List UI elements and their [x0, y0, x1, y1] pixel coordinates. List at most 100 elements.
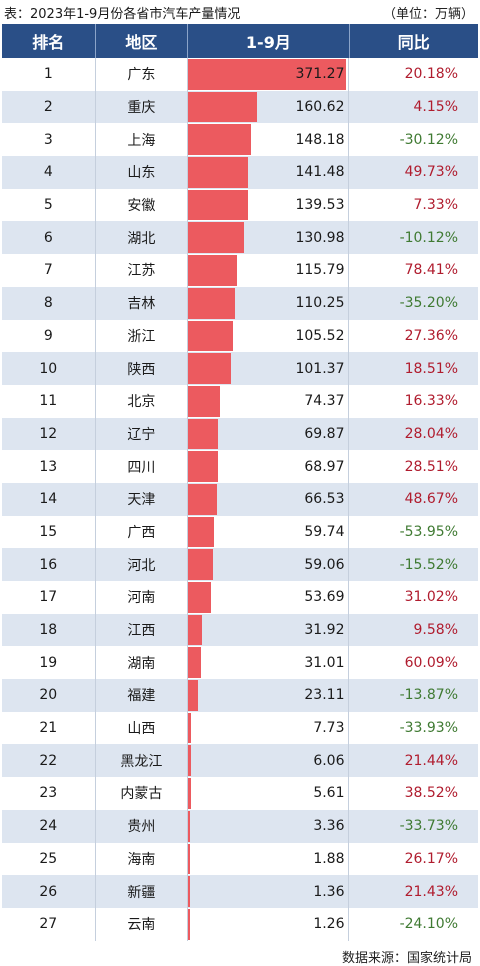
rank-cell: 6: [43, 229, 53, 246]
table-row: 12 辽宁 69.87 28.04%: [2, 417, 478, 451]
region-cell: 广东: [94, 58, 188, 91]
value-cell: 31.01: [187, 646, 348, 680]
value-cell: 3.36: [187, 809, 348, 843]
region-cell: 广西: [94, 515, 188, 549]
yoy-cell: 49.73%: [348, 156, 478, 189]
yoy-cell: 7.33%: [348, 188, 478, 222]
value-cell: 1.88: [187, 842, 348, 876]
region-cell: 吉林: [94, 286, 188, 320]
rank-cell: 9: [43, 327, 53, 344]
value-bar: [188, 778, 191, 809]
yoy-cell: 78.41%: [348, 254, 478, 287]
table-row: 6 湖北 130.98 -10.12%: [2, 221, 478, 255]
rank-cell: 5: [43, 197, 53, 214]
region-cell: 四川: [94, 450, 188, 483]
yoy-cell: -35.20%: [348, 286, 478, 320]
table-row: 25 海南 1.88 26.17%: [2, 842, 478, 876]
table-row: 22 黑龙江 6.06 21.44%: [2, 744, 478, 778]
header-yoy: 同比: [348, 24, 478, 58]
rank-cell: 24: [39, 818, 58, 835]
yoy-cell: 4.15%: [348, 90, 478, 124]
table-row: 27 云南 1.26 -24.10%: [2, 907, 478, 941]
value-label: 5.61: [313, 785, 345, 802]
yoy-cell: 48.67%: [348, 482, 478, 516]
value-label: 105.52: [295, 327, 345, 344]
value-label: 6.06: [313, 752, 345, 769]
region-cell: 湖北: [94, 221, 188, 255]
table-row: 7 江苏 115.79 78.41%: [2, 254, 478, 287]
region-cell: 浙江: [94, 319, 188, 353]
value-bar: [188, 59, 347, 90]
value-label: 3.36: [313, 818, 345, 835]
region-cell: 内蒙古: [94, 777, 188, 810]
rank-cell: 19: [39, 654, 58, 671]
yoy-cell: -10.12%: [348, 221, 478, 255]
value-label: 68.97: [304, 458, 345, 475]
value-bar: [188, 549, 214, 580]
value-cell: 59.06: [187, 548, 348, 581]
value-label: 1.36: [313, 883, 345, 900]
table-row: 4 山东 141.48 49.73%: [2, 156, 478, 189]
table-row: 13 四川 68.97 28.51%: [2, 450, 478, 483]
value-cell: 6.06: [187, 744, 348, 778]
rank-cell: 20: [39, 687, 58, 704]
value-cell: 7.73: [187, 711, 348, 745]
header-rank: 排名: [32, 33, 65, 52]
yoy-cell: -30.12%: [348, 123, 478, 157]
table-row: 1 广东 371.27 20.18%: [2, 58, 478, 91]
value-label: 59.74: [304, 523, 345, 540]
table-row: 2 重庆 160.62 4.15%: [2, 90, 478, 124]
value-cell: 110.25: [187, 286, 348, 320]
region-cell: 陕西: [94, 352, 188, 385]
rank-cell: 12: [39, 425, 58, 442]
table-row: 24 贵州 3.36 -33.73%: [2, 809, 478, 843]
value-cell: 69.87: [187, 417, 348, 451]
value-bar: [188, 843, 191, 875]
value-cell: 1.36: [187, 875, 348, 908]
value-label: 115.79: [295, 262, 345, 279]
region-cell: 安徽: [94, 188, 188, 222]
rank-cell: 16: [39, 556, 58, 573]
value-bar: [188, 222, 244, 254]
yoy-cell: -33.73%: [348, 809, 478, 843]
value-bar: [188, 483, 217, 515]
value-label: 160.62: [295, 99, 345, 116]
value-bar: [188, 320, 234, 352]
header-region: 地区: [94, 24, 188, 58]
region-cell: 山西: [94, 711, 188, 745]
value-bar: [188, 418, 218, 450]
table-row: 19 湖南 31.01 60.09%: [2, 646, 478, 680]
rank-cell: 27: [39, 916, 58, 933]
value-bar: [188, 451, 218, 482]
yoy-cell: -33.93%: [348, 711, 478, 745]
region-cell: 海南: [94, 842, 188, 876]
table-row: 8 吉林 110.25 -35.20%: [2, 286, 478, 320]
value-label: 7.73: [313, 720, 345, 737]
table-header: 排名 地区 1-9月 同比: [2, 24, 478, 58]
value-bar: [188, 287, 236, 319]
table-title: 表：2023年1-9月份各省市汽车产量情况: [4, 6, 241, 22]
value-label: 53.69: [304, 589, 345, 606]
value-cell: 130.98: [187, 221, 348, 255]
value-label: 66.53: [304, 491, 345, 508]
region-cell: 江苏: [94, 254, 188, 287]
table-row: 3 上海 148.18 -30.12%: [2, 123, 478, 157]
value-cell: 31.92: [187, 613, 348, 647]
yoy-cell: 9.58%: [348, 613, 478, 647]
table-row: 5 安徽 139.53 7.33%: [2, 188, 478, 222]
value-bar: [188, 157, 249, 188]
yoy-cell: 28.04%: [348, 417, 478, 451]
region-cell: 北京: [94, 384, 188, 418]
table-row: 14 天津 66.53 48.67%: [2, 482, 478, 516]
yoy-cell: 21.43%: [348, 875, 478, 908]
value-cell: 139.53: [187, 188, 348, 222]
yoy-cell: 38.52%: [348, 777, 478, 810]
value-label: 130.98: [295, 229, 345, 246]
table-row: 21 山西 7.73 -33.93%: [2, 711, 478, 745]
table-body: 1 广东 371.27 20.18% 2 重庆 160.62 4.15% 3 上海 148.18 -3…: [2, 58, 478, 941]
region-cell: 江西: [94, 613, 188, 647]
yoy-cell: 18.51%: [348, 352, 478, 385]
source-note: 数据来源：国家统计局: [341, 950, 472, 966]
table-row: 18 江西 31.92 9.58%: [2, 613, 478, 647]
rank-cell: 25: [39, 850, 58, 867]
